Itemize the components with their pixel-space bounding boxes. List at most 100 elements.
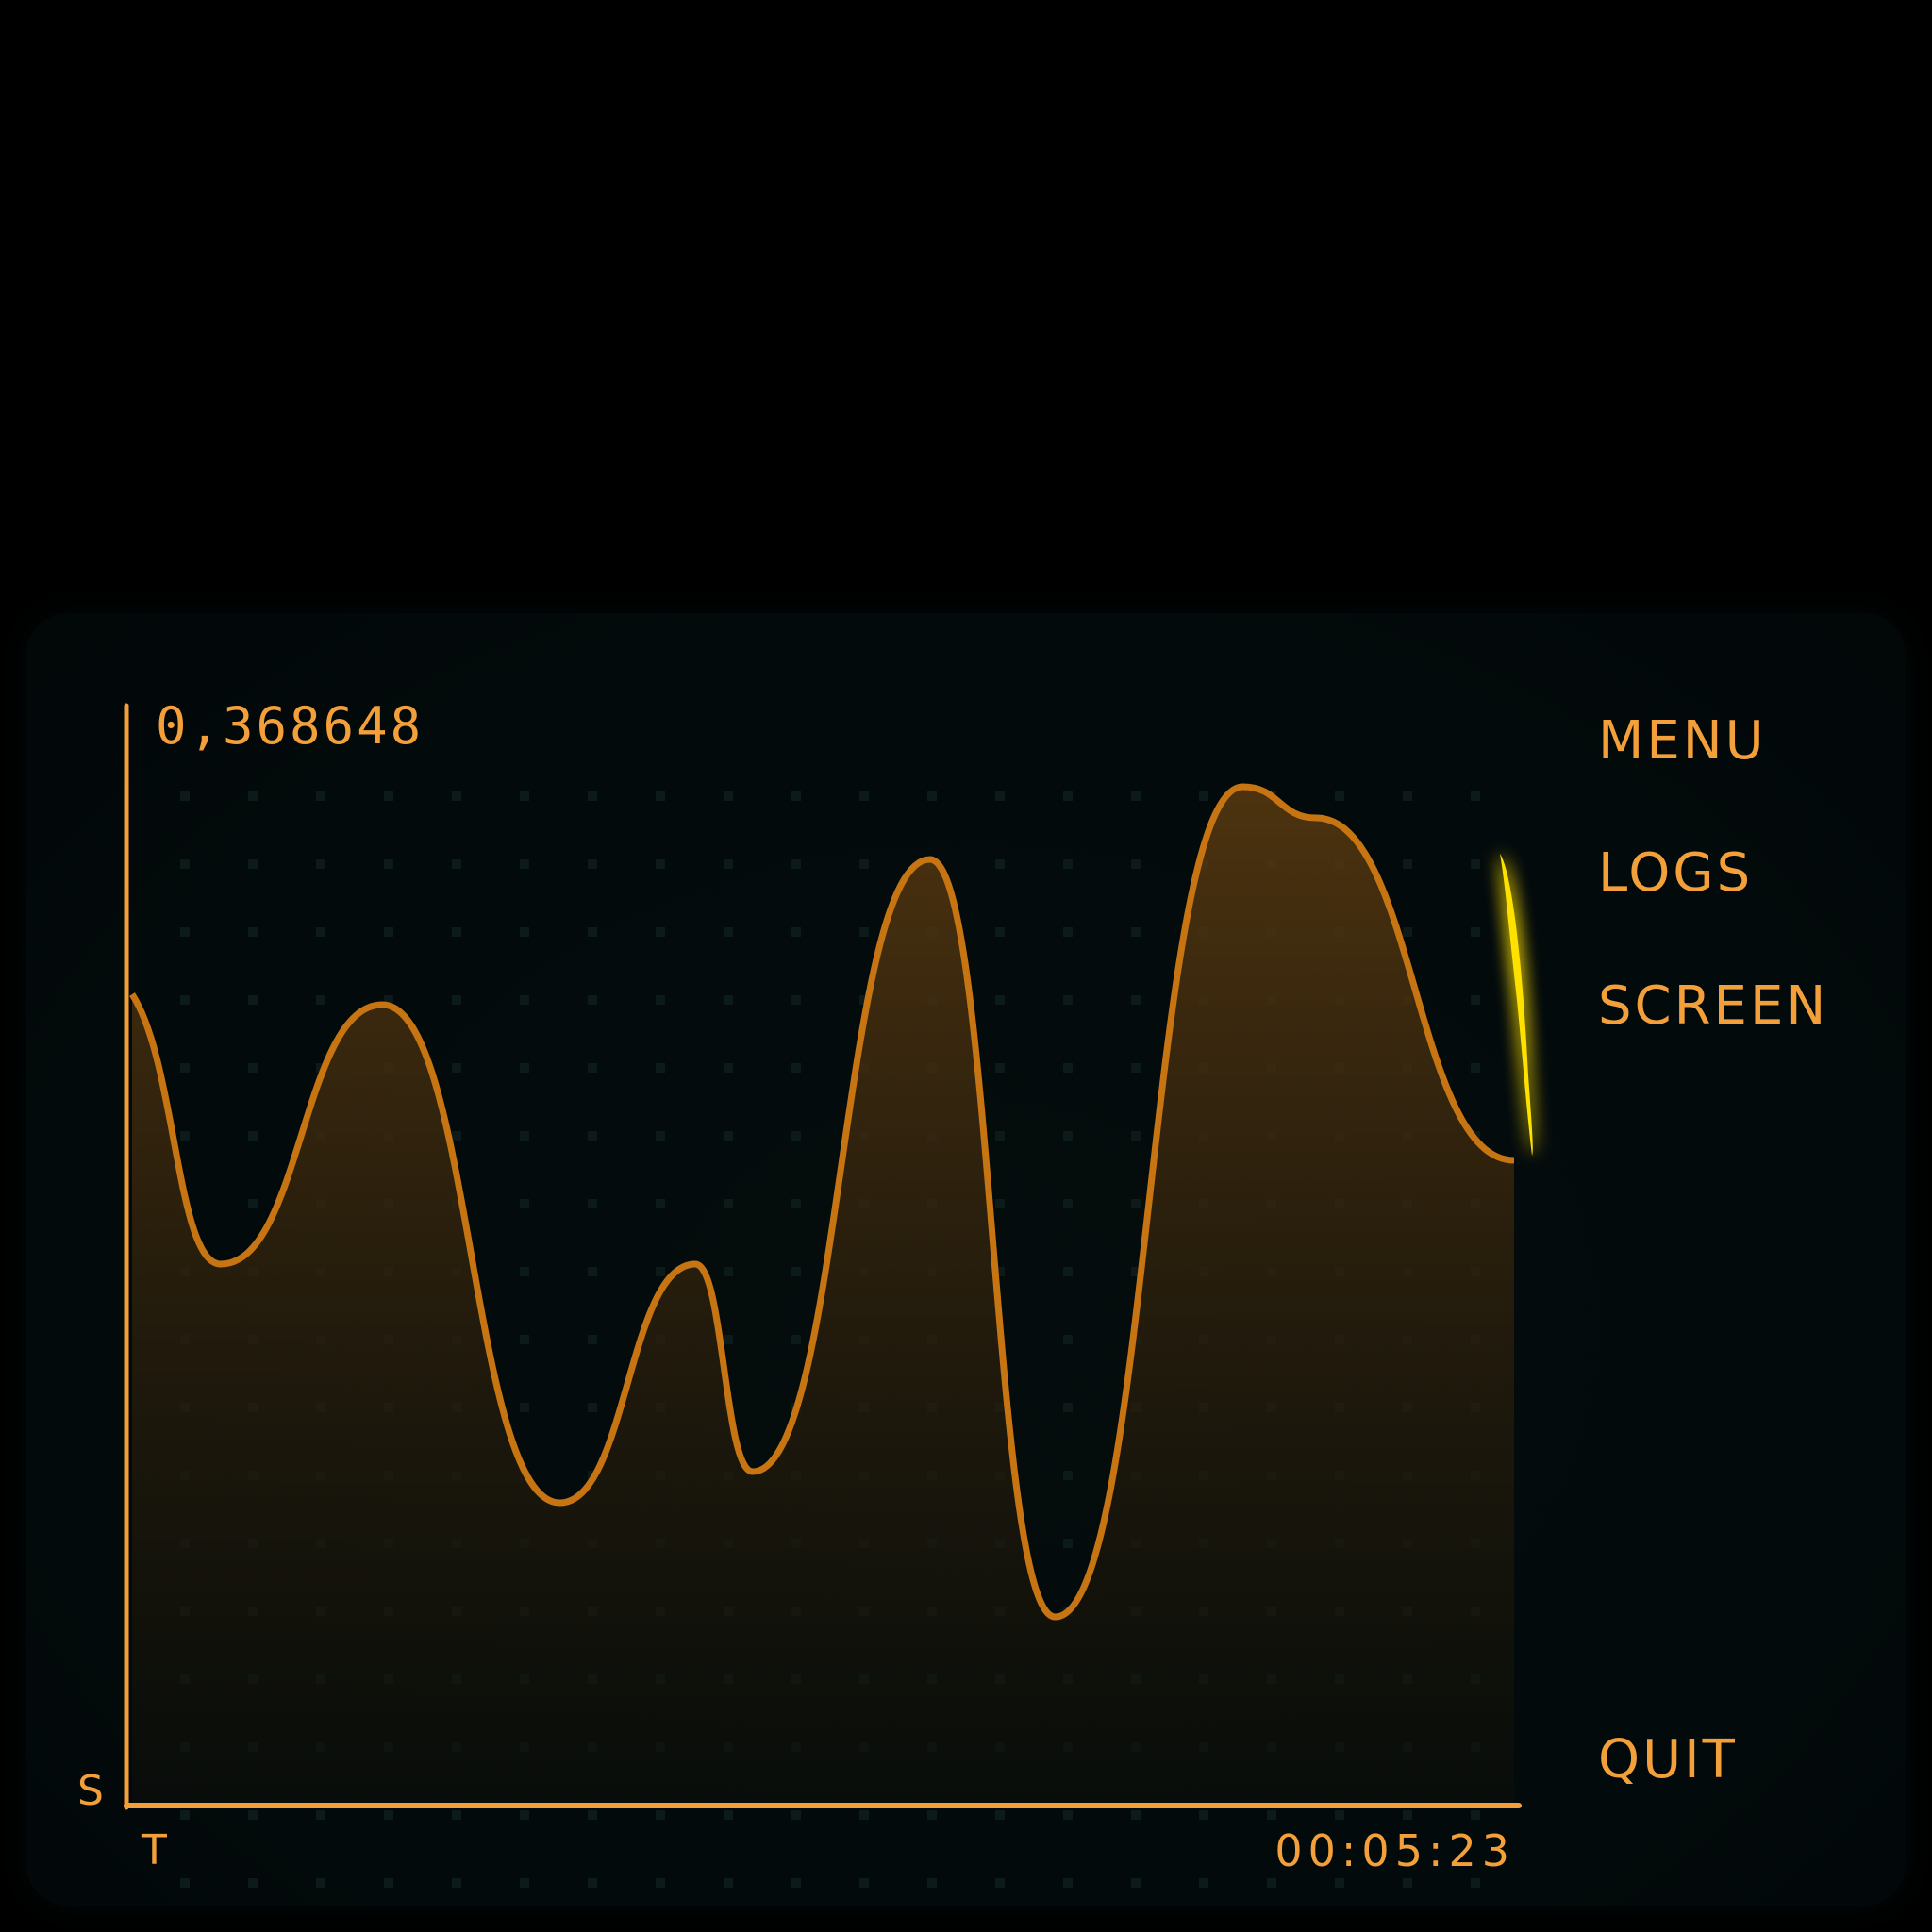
grid-dot [452, 1063, 461, 1073]
grid-dot [248, 1878, 258, 1888]
grid-dot [656, 1063, 665, 1073]
grid-dot [588, 1199, 597, 1208]
grid-dot [1471, 859, 1480, 869]
grid-dot [1335, 1810, 1344, 1820]
grid-dot [1131, 927, 1141, 937]
grid-dot [656, 1810, 665, 1820]
grid-dot [791, 1810, 801, 1820]
grid-dot [656, 927, 665, 937]
grid-dot [180, 1878, 190, 1888]
grid-dot [248, 995, 258, 1005]
grid-dot [1471, 1810, 1480, 1820]
grid-dot [452, 791, 461, 801]
grid-dot [1131, 1063, 1141, 1073]
grid-dot [1063, 1471, 1073, 1480]
grid-dot [724, 1199, 733, 1208]
grid-dot [1335, 1878, 1344, 1888]
grid-dot [520, 1267, 529, 1276]
grid-dot [180, 791, 190, 801]
logs-button[interactable]: LOGS [1598, 842, 1754, 904]
grid-dot [1131, 1131, 1141, 1141]
grid-dot [1471, 995, 1480, 1005]
grid-dot [791, 995, 801, 1005]
grid-dot [180, 995, 190, 1005]
grid-dot [452, 1131, 461, 1141]
grid-dot [1063, 1810, 1073, 1820]
grid-dot [1063, 1063, 1073, 1073]
grid-dot [248, 791, 258, 801]
grid-dot [656, 1131, 665, 1141]
grid-dot [520, 859, 529, 869]
grid-dot [724, 791, 733, 801]
grid-dot [995, 1267, 1005, 1276]
grid-dot [724, 859, 733, 869]
grid-dot [927, 1878, 937, 1888]
grid-dot [1267, 1810, 1276, 1820]
grid-dot [316, 1878, 325, 1888]
grid-dot [588, 1403, 597, 1412]
grid-dot [1063, 995, 1073, 1005]
grid-dot [248, 1199, 258, 1208]
signal-curve [129, 783, 1515, 1621]
grid-dot [316, 995, 325, 1005]
grid-dot [1063, 859, 1073, 869]
grid-dot [316, 791, 325, 801]
grid-dot [452, 1878, 461, 1888]
grid-dot [316, 927, 325, 937]
grid-dot [180, 1063, 190, 1073]
grid-dot [1471, 1063, 1480, 1073]
grid-dot [859, 1810, 869, 1820]
grid-dot [995, 1063, 1005, 1073]
grid-dot [1471, 791, 1480, 801]
grid-dot [1063, 791, 1073, 801]
grid-dot [724, 1063, 733, 1073]
grid-dot [656, 995, 665, 1005]
grid-dot [724, 927, 733, 937]
grid-dot [791, 1199, 801, 1208]
grid-dot [791, 791, 801, 801]
grid-dot [1403, 1878, 1412, 1888]
grid-dot [995, 791, 1005, 801]
grid-dot [520, 1335, 529, 1344]
grid-dot [995, 927, 1005, 937]
grid-dot [656, 1267, 665, 1276]
grid-dot [180, 1810, 190, 1820]
grid-dot [656, 791, 665, 801]
grid-dot [384, 1810, 393, 1820]
grid-dot [588, 859, 597, 869]
grid-dot [724, 1335, 733, 1344]
grid-dot [384, 1878, 393, 1888]
grid-dot [791, 1063, 801, 1073]
grid-dot [520, 995, 529, 1005]
grid-dot [1063, 1539, 1073, 1548]
grid-dot [588, 1878, 597, 1888]
screen-button[interactable]: SCREEN [1598, 975, 1829, 1037]
x-axis-label: T [142, 1826, 167, 1874]
grid-dot [588, 995, 597, 1005]
grid-dot [520, 1131, 529, 1141]
value-readout: 0,368648 [156, 696, 425, 756]
grid-dot [1131, 1267, 1141, 1276]
grid-dot [859, 927, 869, 937]
grid-dot [656, 1199, 665, 1208]
grid-dot [1063, 1131, 1073, 1141]
grid-dot [520, 1199, 529, 1208]
quit-button[interactable]: QUIT [1598, 1729, 1738, 1790]
menu-button[interactable]: MENU [1598, 710, 1767, 772]
grid-dot [520, 1810, 529, 1820]
grid-dot [520, 1063, 529, 1073]
grid-dot [452, 927, 461, 937]
grid-dot [1471, 927, 1480, 937]
grid-dot [520, 791, 529, 801]
grid-dot [859, 995, 869, 1005]
grid-dot [995, 1199, 1005, 1208]
grid-dot [384, 791, 393, 801]
grid-dot [588, 927, 597, 937]
grid-dot [1403, 927, 1412, 937]
grid-dot [1063, 1878, 1073, 1888]
grid-dot [588, 1810, 597, 1820]
grid-dot [248, 927, 258, 937]
grid-dot [724, 1131, 733, 1141]
grid-dot [248, 1810, 258, 1820]
